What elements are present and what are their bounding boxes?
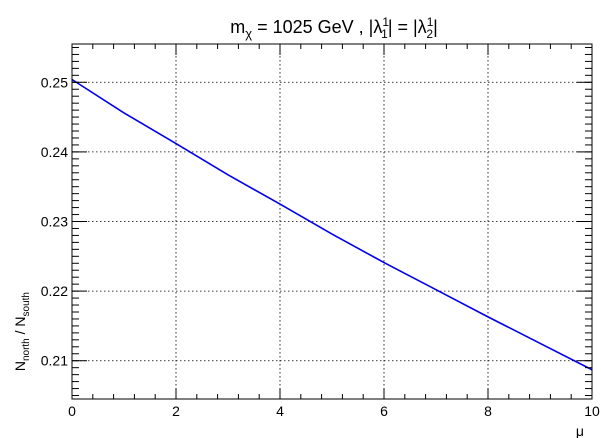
x-tick-label: 8	[484, 403, 492, 419]
grid	[72, 44, 592, 399]
plot-frame	[71, 43, 593, 400]
x-tick-label: 6	[380, 403, 388, 419]
y-tick-label: 0.21	[41, 353, 68, 369]
series-line	[71, 78, 593, 371]
tick-labels: 0 2 4 6 8 10 0.21 0.22 0.23 0.24 0.25	[41, 74, 600, 419]
series-layer	[71, 78, 593, 371]
chart-title: mχ = 1025 GeV , |λ1 1| = |λ1 2|	[230, 15, 438, 41]
y-tick-label: 0.24	[41, 144, 68, 160]
y-tick-label: 0.25	[41, 74, 68, 90]
y-tick-label: 0.23	[41, 214, 68, 230]
x-tick-label: 10	[584, 403, 600, 419]
y-axis-label: Nnorth / Nsouth	[12, 292, 32, 371]
y-tick-label: 0.22	[41, 283, 68, 299]
x-axis-label: μ	[576, 423, 584, 438]
x-tick-label: 4	[276, 403, 284, 419]
x-tick-label: 2	[172, 403, 180, 419]
x-tick-label: 0	[68, 403, 76, 419]
